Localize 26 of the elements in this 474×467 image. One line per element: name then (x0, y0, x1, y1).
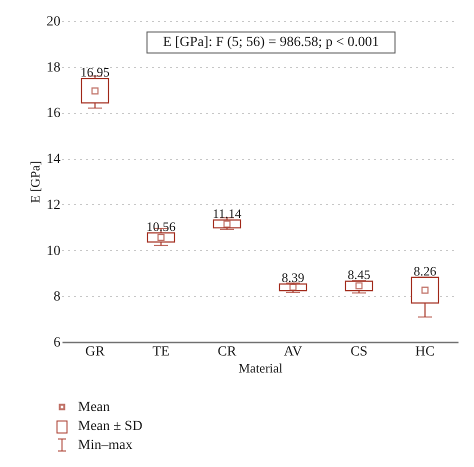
text: 11.14 (212, 206, 242, 222)
text: 16.95 (80, 64, 110, 80)
annotation: E [GPa]: F (5; 56) = 986.58; p < 0.001 (162, 35, 380, 50)
x-tick-label: TE (152, 344, 170, 360)
text: Mean ± SD (78, 419, 142, 434)
x-tick-label: CS (350, 344, 368, 360)
y-tick-label: 16 (46, 106, 60, 122)
x-tick-label: AV (284, 344, 302, 360)
x-tick-label: CR (218, 344, 237, 360)
text: Mean (78, 400, 110, 415)
y-tick-label: 6 (54, 336, 60, 350)
y-tick-label: 18 (46, 60, 60, 76)
y-tick-label: 20 (46, 14, 60, 30)
y-tick-label: 12 (46, 198, 60, 213)
text: 10.56 (146, 218, 176, 234)
text: 8.26 (414, 263, 436, 278)
x-tick-label: GR (85, 344, 106, 360)
x-tick-label: HC (415, 344, 435, 360)
y-axis-title: E [GPa] (28, 160, 42, 204)
text: 8.45 (348, 267, 370, 282)
text: 8.39 (282, 270, 304, 285)
y-tick-label: 10 (46, 244, 60, 259)
x-axis-title: Material (238, 360, 283, 376)
text: Min–max (78, 438, 132, 453)
y-tick-label: 14 (46, 152, 60, 168)
y-tick-label: 8 (54, 290, 60, 305)
